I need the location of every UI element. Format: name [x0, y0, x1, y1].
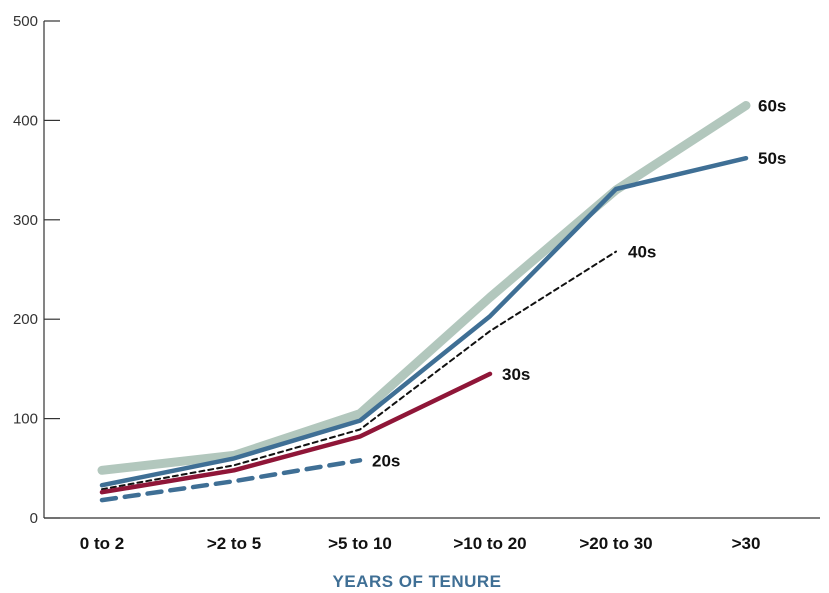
x-tick-label: 0 to 2: [80, 534, 124, 553]
labels-layer: 60s 50s 40s 30s 20s: [372, 96, 786, 470]
y-tick-label: 100: [13, 411, 38, 428]
series-layer: [97, 101, 751, 503]
series-line-50s: [99, 155, 749, 488]
y-tick-label: 400: [13, 112, 38, 129]
series-line-60s: [97, 101, 751, 475]
series-label-50s: 50s: [758, 149, 786, 168]
axes: 0 100 200 300 400 500 0 to 2 >2 to 5 >5 to 10 >10…: [13, 13, 820, 553]
x-tick-label: >20 to 30: [579, 534, 652, 553]
series-line-20s: [99, 458, 363, 503]
series-label-60s: 60s: [758, 96, 786, 115]
x-tick-label: >10 to 20: [453, 534, 526, 553]
x-axis-title: YEARS OF TENURE: [332, 572, 501, 591]
y-tick-label: 0: [30, 510, 38, 527]
y-tick-label: 200: [13, 311, 38, 328]
series-line-40s: [101, 250, 617, 491]
series-label-20s: 20s: [372, 451, 400, 470]
x-tick-label: >5 to 10: [328, 534, 392, 553]
y-tick-label: 300: [13, 212, 38, 229]
series-label-40s: 40s: [628, 243, 656, 262]
series-line-30s: [99, 371, 493, 495]
x-tick-label: >2 to 5: [207, 534, 261, 553]
series-label-30s: 30s: [502, 365, 530, 384]
x-tick-label: >30: [732, 534, 761, 553]
y-tick-label: 500: [13, 13, 38, 30]
